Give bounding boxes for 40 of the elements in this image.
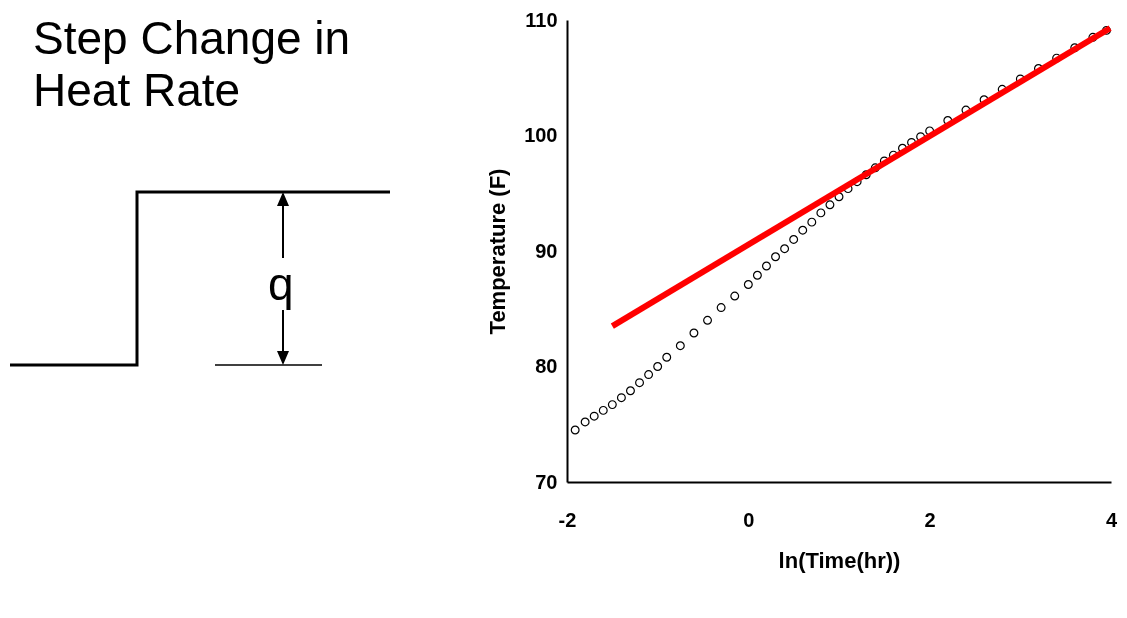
point [653, 362, 663, 371]
point [771, 252, 781, 262]
point [807, 217, 817, 227]
y-tick-label: 70 [535, 470, 558, 493]
point [635, 378, 645, 388]
point [798, 225, 808, 235]
point [607, 400, 617, 410]
point [743, 280, 753, 289]
x-tick-label: -2 [558, 508, 577, 531]
point [675, 341, 685, 351]
point [825, 200, 835, 210]
y-tick-label: 110 [525, 8, 558, 31]
point [625, 386, 635, 396]
point [644, 370, 654, 380]
point [598, 405, 608, 415]
point [752, 270, 762, 280]
x-tick-label: 4 [1105, 508, 1118, 531]
y-tick-label: 80 [535, 355, 558, 377]
point [816, 208, 826, 218]
point [716, 303, 726, 313]
point [761, 261, 771, 271]
point [570, 425, 580, 435]
x-tick-label: 0 [743, 508, 755, 531]
y-axis-title: Temperature (F) [485, 168, 511, 335]
point [730, 291, 740, 301]
point [703, 315, 713, 325]
point [580, 417, 590, 427]
point [780, 244, 790, 254]
y-tick-label: 90 [535, 239, 558, 262]
point [789, 234, 799, 244]
point [616, 393, 626, 403]
point [589, 411, 599, 421]
x-axis-title: ln(Time(hr)) [778, 547, 901, 573]
point [834, 192, 844, 202]
text: Step Change in Heat Rate [33, 12, 352, 116]
x-tick-label: 2 [924, 508, 936, 531]
y-tick-label: 100 [524, 124, 558, 146]
text: q [268, 258, 294, 310]
point [662, 352, 672, 362]
point [689, 328, 699, 338]
